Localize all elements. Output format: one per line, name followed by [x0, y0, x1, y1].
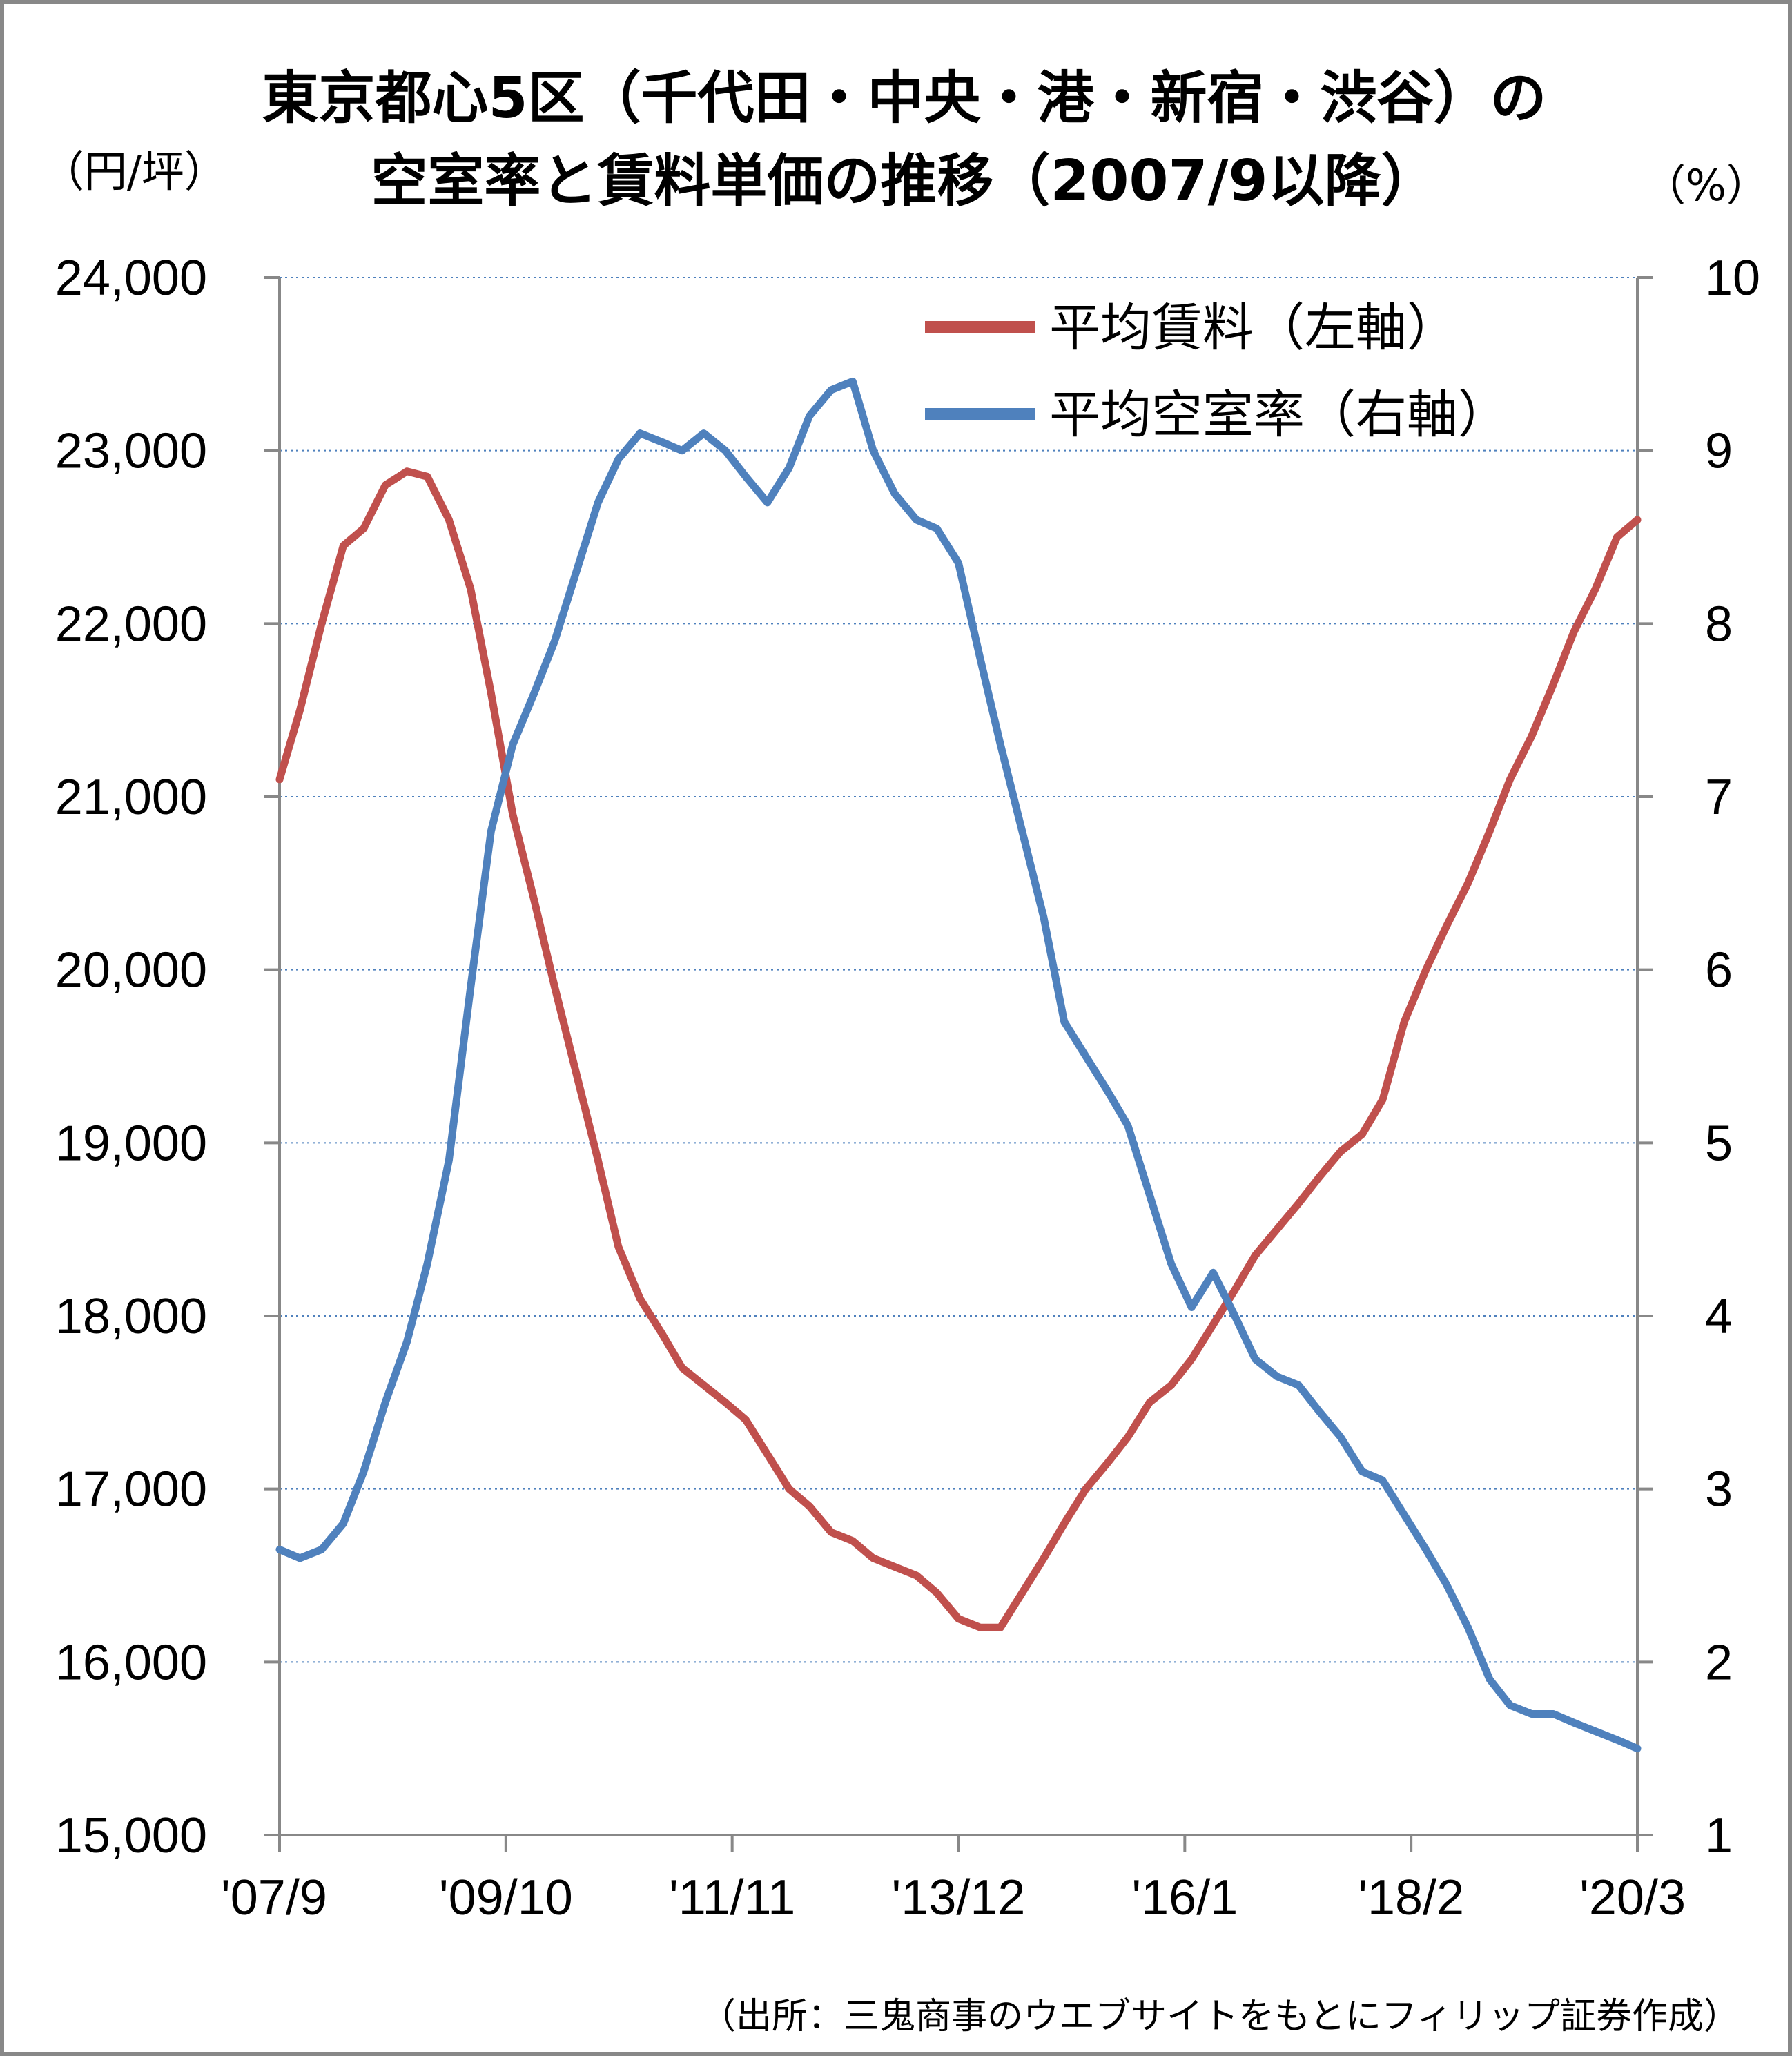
series-line	[275, 377, 1642, 1753]
y-axis-left-tick-label: 15,000	[55, 1808, 207, 1863]
y-axis-left-ticks: 15,000 16,000 17,000 18,000 19,000 20,000 21,0…	[55, 251, 207, 1863]
y-axis-right-unit: （%）	[1643, 160, 1769, 211]
y-axis-left-tick-label: 21,000	[55, 770, 207, 825]
y-axis-right-tick-label: 1	[1705, 1808, 1733, 1863]
axes	[264, 276, 1653, 1852]
y-axis-left-tick-label: 16,000	[55, 1635, 207, 1690]
x-axis-tick-label: '20/3	[1579, 1870, 1686, 1926]
y-axis-right-tick-label: 9	[1705, 424, 1733, 479]
legend-label-vacancy: 平均空室率（右軸）	[1049, 385, 1509, 445]
y-axis-right-tick-label: 3	[1705, 1462, 1733, 1517]
x-axis-ticks: '07/9 '09/10 '11/11 '13/12 '16/1 '18/2 '20/3	[221, 1870, 1686, 1926]
y-axis-right-ticks: 1 2 3 4 5 6 7 8 9 10	[1705, 251, 1760, 1863]
legend-label-rent: 平均賃料（左軸）	[1049, 298, 1458, 358]
y-axis-left-tick-label: 19,000	[55, 1116, 207, 1171]
y-axis-left-tick-label: 24,000	[55, 251, 207, 306]
x-axis-tick-label: '13/12	[892, 1870, 1026, 1926]
chart-title: 東京都心5区（千代田・中央・港・新宿・渋谷）の	[262, 66, 1546, 131]
y-axis-left-tick-label: 20,000	[55, 943, 207, 998]
y-axis-left-tick-label: 23,000	[55, 424, 207, 479]
y-axis-right-tick-label: 4	[1705, 1289, 1733, 1344]
x-axis-tick-label: '16/1	[1131, 1870, 1238, 1926]
chart-subtitle: 空室率と賃料単価の推移（2007/9以降）	[371, 148, 1437, 214]
x-axis-tick-label: '07/9	[221, 1870, 327, 1926]
y-axis-left-tick-label: 17,000	[55, 1462, 207, 1517]
y-axis-left-unit: （円/坪）	[41, 146, 227, 197]
y-axis-right-tick-label: 10	[1705, 251, 1760, 306]
y-axis-left-tick-label: 18,000	[55, 1289, 207, 1344]
x-axis-tick-label: '09/10	[439, 1870, 573, 1926]
y-axis-right-tick-label: 8	[1705, 597, 1733, 652]
y-axis-right-tick-label: 7	[1705, 770, 1733, 825]
y-axis-right-tick-label: 6	[1705, 943, 1733, 998]
series-lines	[275, 377, 1642, 1753]
legend: 平均賃料（左軸） 平均空室率（右軸）	[925, 298, 1509, 445]
x-axis-tick-label: '11/11	[669, 1870, 795, 1926]
y-axis-right-tick-label: 2	[1705, 1635, 1733, 1690]
y-axis-right-tick-label: 5	[1705, 1116, 1733, 1171]
x-axis-tick-label: '18/2	[1358, 1870, 1464, 1926]
chart-source: （出所：三鬼商事のウエブサイトをもとにフィリップ証券作成）	[700, 1996, 1740, 2037]
y-axis-left-tick-label: 22,000	[55, 597, 207, 652]
